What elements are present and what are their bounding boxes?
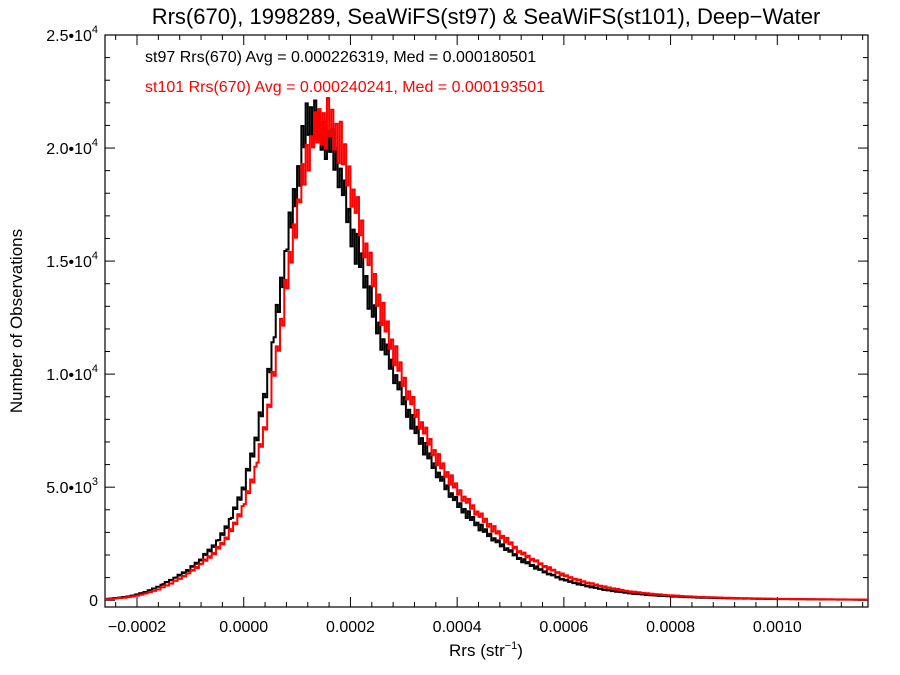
x-tick-label: −0.0002: [108, 619, 166, 636]
x-tick-label: 0.0004: [433, 619, 482, 636]
y-tick-label-base: 1.0•10: [46, 367, 92, 384]
x-tick-label: 0.0006: [539, 619, 588, 636]
y-tick-label-exponent: 4: [92, 137, 98, 149]
y-tick-label: 1.5•104: [46, 250, 98, 271]
series-st101-annotation: st101 Rrs(670) Avg = 0.000240241, Med = …: [145, 79, 545, 96]
y-tick-label-exponent: 3: [92, 476, 98, 488]
x-axis-label-text: Rrs (str: [449, 641, 505, 660]
x-tick-label: 0.0010: [753, 619, 802, 636]
x-axis-label: Rrs (str−1): [449, 640, 523, 660]
y-tick-label-base: 0: [89, 593, 98, 610]
y-tick-label: 2.0•104: [46, 137, 98, 158]
y-tick-label-base: 2.5•10: [46, 28, 92, 45]
chart-title: Rrs(670), 1998289, SeaWiFS(st97) & SeaWi…: [152, 4, 821, 29]
y-tick-label-exponent: 4: [92, 250, 98, 262]
x-axis-label-close: ): [517, 641, 523, 660]
x-tick-label: 0.0000: [219, 619, 268, 636]
y-tick-label: 1.0•104: [46, 363, 98, 384]
y-tick-label-exponent: 4: [92, 363, 98, 375]
x-tick-label: 0.0002: [326, 619, 375, 636]
y-tick-label: 0: [89, 593, 98, 610]
y-tick-label-exponent: 4: [92, 24, 98, 36]
x-axis-label-superscript: −1: [505, 640, 518, 652]
y-tick-label-base: 1.5•10: [46, 254, 92, 271]
y-tick-label-base: 5.0•10: [46, 480, 92, 497]
series-layer: [105, 96, 868, 601]
y-tick-label: 2.5•104: [46, 24, 98, 45]
series-st97-annotation: st97 Rrs(670) Avg = 0.000226319, Med = 0…: [145, 49, 536, 66]
y-tick-label: 5.0•103: [46, 476, 98, 497]
series-st101-line: [105, 96, 868, 601]
plot-frame: [104, 34, 869, 608]
y-tick-label-base: 2.0•10: [46, 141, 92, 158]
x-tick-label: 0.0008: [646, 619, 695, 636]
y-axis-label: Number of Observations: [7, 229, 26, 413]
x-axis: −0.0002 0.0000 0.0002 0.0004 0.0006 0.0008 0.0…: [108, 35, 864, 636]
